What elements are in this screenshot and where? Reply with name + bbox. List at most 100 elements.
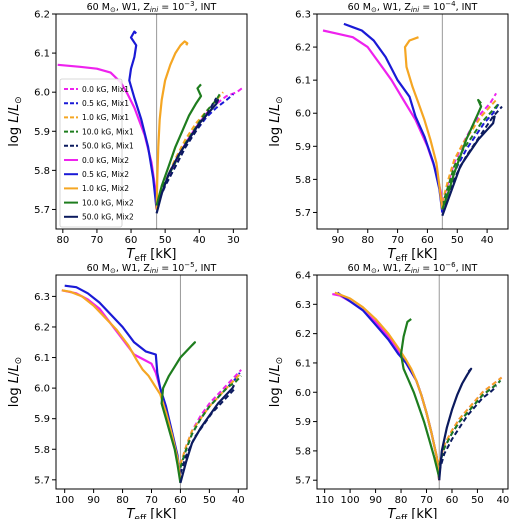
series-line-10-0-kg-mix2 <box>155 83 203 206</box>
x-tick-label: 50 <box>471 495 484 506</box>
y-axis-label: log L/L⊙ <box>7 357 24 407</box>
legend-label: 10.0 kG, Mix2 <box>82 198 134 207</box>
x-axis-label: Teff [kK] <box>387 507 437 519</box>
series-line-0-5-kg-mix2 <box>343 22 444 213</box>
legend-label: 1.0 kG, Mix1 <box>82 113 129 122</box>
y-tick-label: 5.9 <box>295 417 311 428</box>
y-tick-label: 5.9 <box>295 142 311 153</box>
x-tick-label: 30 <box>227 235 240 246</box>
x-tick-label: 40 <box>481 235 494 246</box>
legend-label: 0.5 kG, Mix1 <box>82 99 129 108</box>
y-tick-label: 6.1 <box>34 353 50 364</box>
legend-label: 0.5 kG, Mix2 <box>82 170 129 179</box>
y-axis-label: log L/L⊙ <box>268 96 285 146</box>
series-line-50-0-kg-mix2 <box>155 98 220 214</box>
legend: 0.0 kG, Mix1 0.5 kG, Mix1 1.0 kG, Mix1 10.0… <box>59 78 134 228</box>
y-tick-label: 6.0 <box>34 88 50 99</box>
x-tick-label: 80 <box>361 235 374 246</box>
x-axis-label: Teff [kK] <box>126 507 176 519</box>
y-axis-label: log L/L⊙ <box>7 96 24 146</box>
legend-label: 10.0 kG, Mix1 <box>82 127 134 136</box>
y-tick-label: 6.2 <box>34 10 50 21</box>
x-tick-label: 50 <box>203 495 216 506</box>
panel-3: 60 M⊙, W1, Zini = 10−5, INT 100 90 80 70 60 50… <box>7 261 248 519</box>
series-line-1-0-kg-mix2 <box>403 36 444 210</box>
y-tick-label: 6.3 <box>34 292 50 303</box>
y-tick-label: 6.1 <box>34 49 50 60</box>
series-line-1-0-kg-mix2 <box>155 40 189 210</box>
y-tick-label: 6.0 <box>295 109 311 120</box>
y-tick-label: 5.7 <box>295 208 311 219</box>
series-line-0-0-kg-mix2 <box>332 293 441 481</box>
y-tick-label: 5.9 <box>34 127 50 138</box>
series-line-1-0-kg-mix1 <box>441 99 497 203</box>
panel-title: 60 M⊙, W1, Zini = 10−5, INT <box>87 261 217 275</box>
panel-4: 60 M⊙, W1, Zini = 10−6, INT 110 100 90 80 70 6… <box>268 261 509 519</box>
x-tick-label: 40 <box>232 495 245 506</box>
series-line-50-0-kg-mix1 <box>155 97 218 206</box>
x-tick-label: 60 <box>421 235 434 246</box>
series-line-10-0-kg-mix1 <box>438 379 502 466</box>
y-tick-label: 6.2 <box>34 322 50 333</box>
y-tick-label: 5.8 <box>295 446 311 457</box>
y-tick-label: 6.3 <box>295 300 311 311</box>
x-tick-label: 40 <box>193 235 206 246</box>
series-line-10-0-kg-mix2 <box>441 98 483 210</box>
y-tick-label: 6.1 <box>295 358 311 369</box>
series-line-50-0-kg-mix1 <box>438 385 498 472</box>
x-tick-label: 70 <box>145 495 158 506</box>
series-line-0-0-kg-mix1 <box>155 87 243 206</box>
legend-label: 0.0 kG, Mix1 <box>82 85 129 94</box>
plot-frame <box>316 13 509 230</box>
series-line-1-0-kg-mix2 <box>334 291 441 481</box>
plot-frame <box>316 274 509 490</box>
x-tick-label: 60 <box>174 495 187 506</box>
series-line-50-0-kg-mix2 <box>438 367 473 481</box>
plot-frame <box>55 13 248 230</box>
series-line-10-0-kg-mix2 <box>399 318 441 478</box>
series-line-50-0-kg-mix2 <box>441 115 496 217</box>
y-tick-label: 5.7 <box>295 476 311 487</box>
x-tick-label: 40 <box>497 495 510 506</box>
x-tick-label: 90 <box>332 235 345 246</box>
y-tick-label: 6.2 <box>295 329 311 340</box>
y-tick-label: 5.9 <box>34 414 50 425</box>
y-tick-label: 6.2 <box>295 43 311 54</box>
panel-2: 60 M⊙, W1, Zini = 10−4, INT 90 80 70 60 50 40 5… <box>268 0 509 264</box>
series-line-0-0-kg-mix2 <box>61 289 182 480</box>
series-line-50-0-kg-mix1 <box>179 387 237 475</box>
x-axis-label: Teff [kK] <box>126 247 176 264</box>
legend-label: 50.0 kG, Mix2 <box>82 213 134 222</box>
x-tick-label: 60 <box>125 235 138 246</box>
panel-title: 60 M⊙, W1, Zini = 10−6, INT <box>348 261 478 275</box>
legend-label: 1.0 kG, Mix2 <box>82 184 129 193</box>
legend-box <box>59 78 123 228</box>
series-line-0-5-kg-mix2 <box>336 291 441 481</box>
x-tick-label: 50 <box>451 235 464 246</box>
x-tick-label: 80 <box>56 235 69 246</box>
y-tick-label: 6.1 <box>295 76 311 87</box>
x-tick-label: 80 <box>116 495 129 506</box>
y-tick-label: 6.4 <box>295 271 311 282</box>
x-tick-label: 110 <box>315 495 334 506</box>
series-line-10-0-kg-mix1 <box>441 102 500 207</box>
series-line-1-0-kg-mix2 <box>61 289 182 480</box>
x-tick-label: 70 <box>420 495 433 506</box>
series-line-0-5-kg-mix2 <box>64 284 182 480</box>
series-line-10-0-kg-mix1 <box>179 375 242 468</box>
series-line-0-5-kg-mix1 <box>155 93 235 206</box>
x-tick-label: 70 <box>391 235 404 246</box>
y-tick-label: 5.8 <box>34 166 50 177</box>
series-line-50-0-kg-mix2 <box>179 384 235 484</box>
panel-title: 60 M⊙, W1, Zini = 10−4, INT <box>348 0 478 14</box>
x-tick-label: 100 <box>341 495 360 506</box>
x-tick-label: 80 <box>395 495 408 506</box>
panel-title: 60 M⊙, W1, Zini = 10−3, INT <box>87 0 217 14</box>
panel-1: 60 M⊙, W1, Zini = 10−3, INT 80 70 60 50 40 30 5… <box>7 0 248 264</box>
x-tick-label: 100 <box>55 495 74 506</box>
series-line-1-0-kg-mix1 <box>438 376 503 463</box>
y-tick-label: 5.8 <box>34 445 50 456</box>
x-tick-label: 50 <box>159 235 172 246</box>
y-tick-label: 6.3 <box>295 10 311 21</box>
